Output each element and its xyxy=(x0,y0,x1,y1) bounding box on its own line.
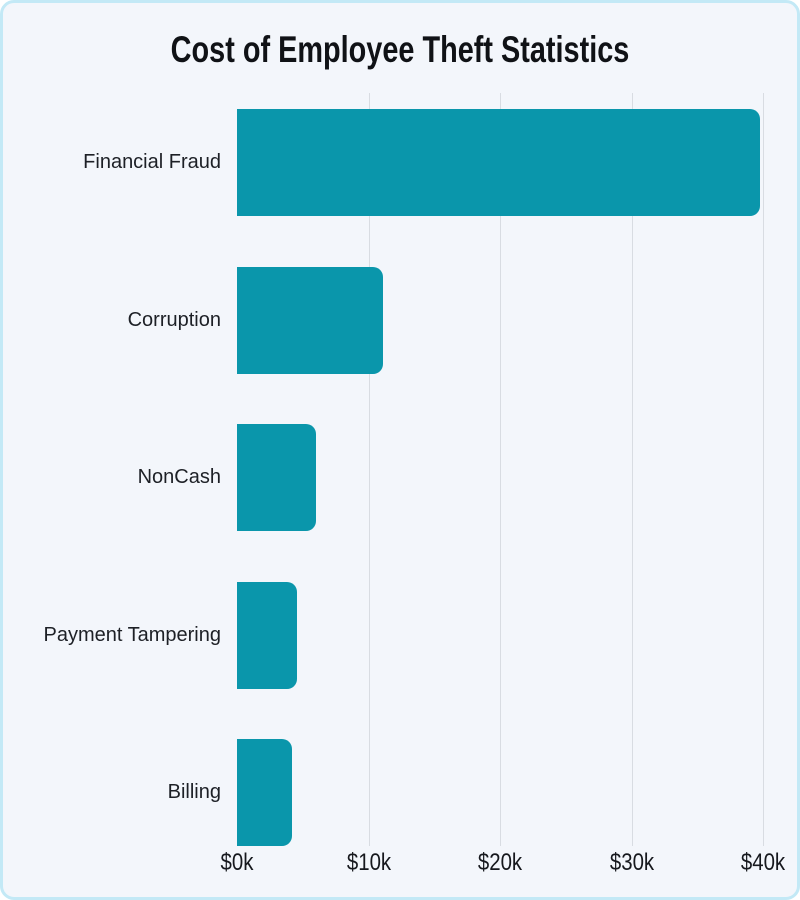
bar-corruption[interactable] xyxy=(237,267,383,374)
category-label-billing: Billing xyxy=(167,781,221,803)
chart-title: Cost of Employee Theft Statistics xyxy=(170,29,630,70)
category-label-noncash: NonCash xyxy=(137,466,221,488)
bar-billing[interactable] xyxy=(237,739,293,846)
gridline--10k xyxy=(368,93,370,846)
category-label-corruption: Corruption xyxy=(127,309,221,331)
x-tick--30k: $30k xyxy=(609,849,654,876)
bar-chart: Financial Fraud Corruption NonCash Payment … xyxy=(3,3,797,897)
bar-noncash[interactable] xyxy=(237,424,316,531)
chart-title-container: Cost of Employee Theft Statistics xyxy=(3,29,797,71)
x-tick--0k: $0k xyxy=(220,849,254,876)
x-tick--10k: $10k xyxy=(346,849,391,876)
category-label-payment-tampering: Payment Tampering xyxy=(43,624,222,646)
x-axis: $0k $10k $20k $30k $40k xyxy=(221,849,786,883)
bar-financial-fraud[interactable] xyxy=(237,109,761,216)
gridline--40k xyxy=(763,93,764,846)
x-tick--40k: $40k xyxy=(740,849,786,876)
gridline--30k xyxy=(631,93,633,846)
x-tick--20k: $20k xyxy=(477,849,523,876)
bar-payment-tampering[interactable] xyxy=(237,582,298,689)
category-label-financial-fraud: Financial Fraud xyxy=(83,151,221,173)
gridlines xyxy=(237,93,764,846)
gridline--20k xyxy=(500,93,501,846)
